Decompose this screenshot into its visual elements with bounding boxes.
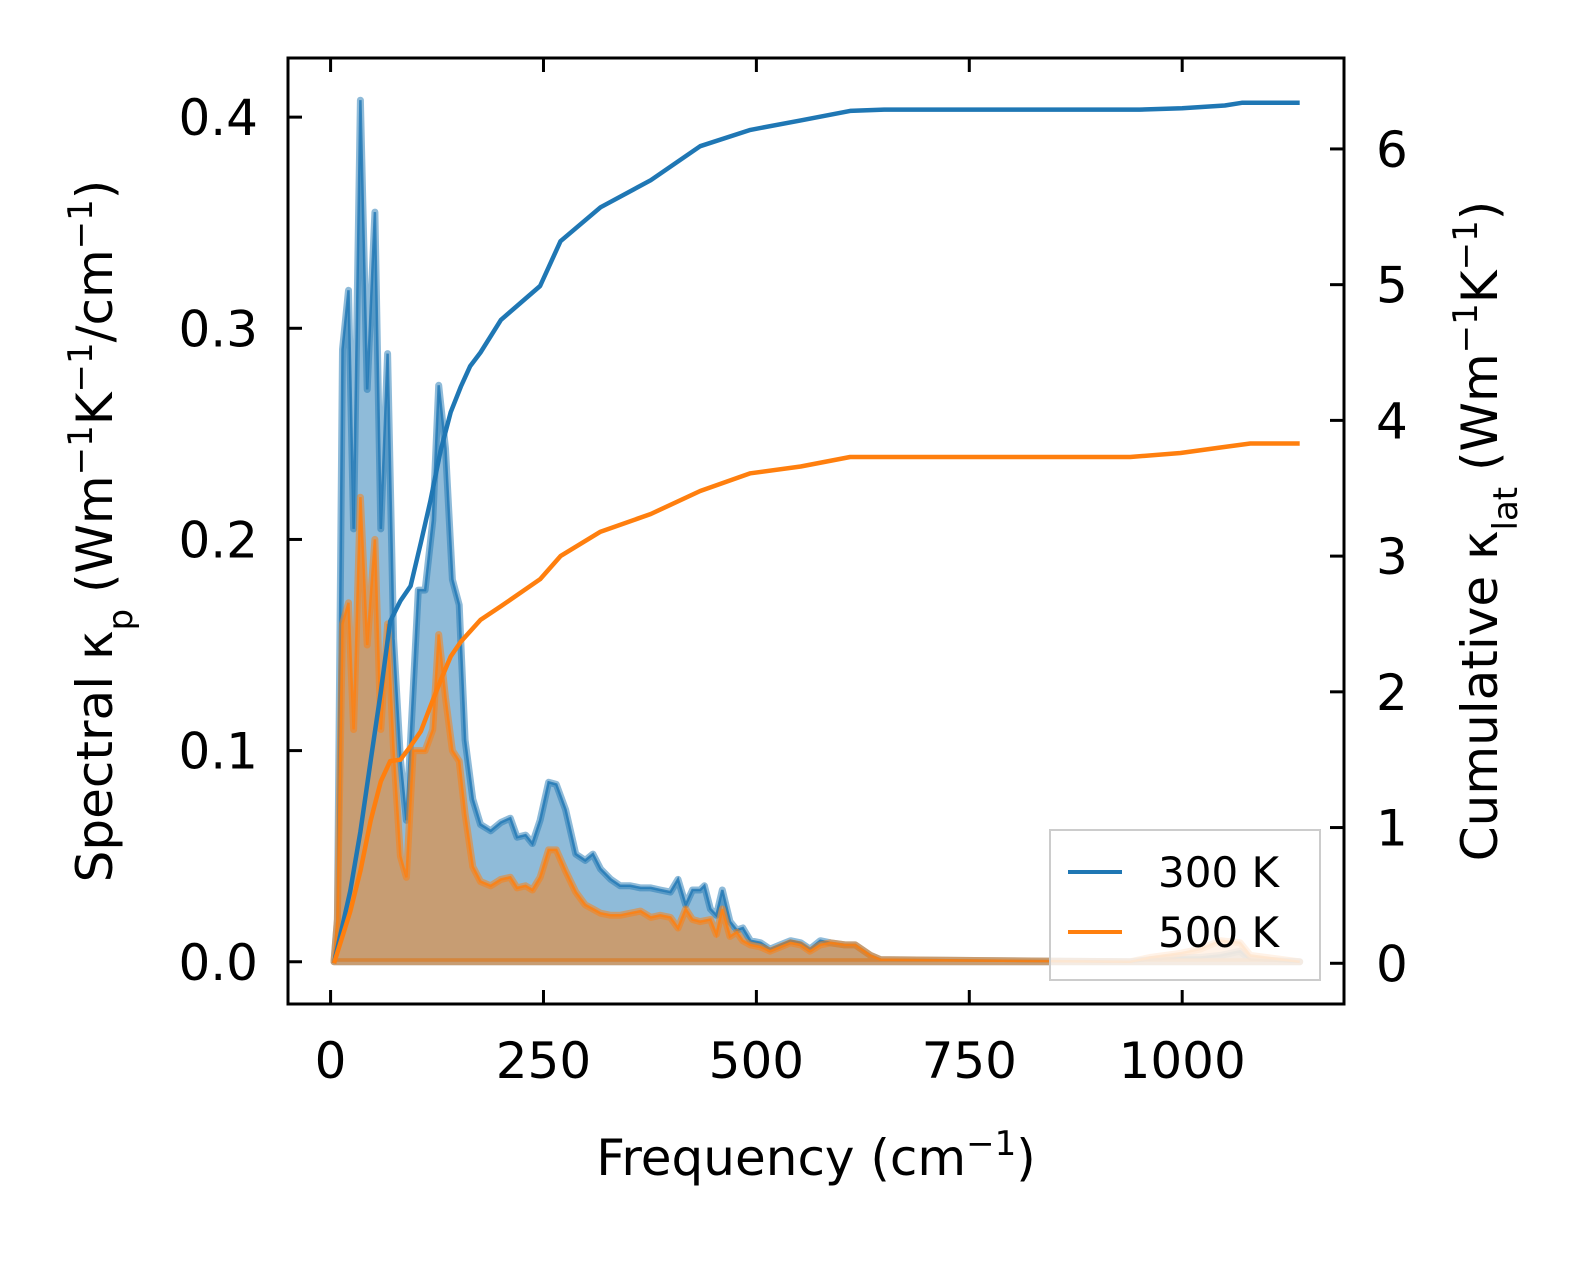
y-tick-label-right: 3 (1376, 528, 1408, 586)
label-segment: lat (1486, 487, 1526, 531)
x-axis-label: Frequency (cm−1) (596, 1124, 1036, 1187)
label-segment: −1 (1446, 220, 1486, 270)
label-segment: ) (66, 180, 124, 200)
x-tick-label: 250 (496, 1032, 591, 1090)
y-tick-label-left: 0.4 (178, 89, 258, 147)
x-tick-label: 0 (315, 1032, 347, 1090)
label-segment: /cm (66, 249, 124, 342)
label-segment: ) (1016, 1129, 1036, 1187)
label-segment: (Wm (1451, 353, 1509, 487)
label-segment: (Wm (66, 475, 124, 609)
y-tick-label-left: 0.0 (178, 934, 258, 992)
x-tick-label: 500 (709, 1032, 804, 1090)
y-tick-label-left: 0.3 (178, 300, 258, 358)
label-segment: p (101, 609, 141, 631)
label-segment: Frequency (cm (596, 1129, 966, 1187)
y-tick-label-right: 4 (1376, 392, 1408, 450)
plot-frame (286, 56, 1346, 1006)
y-tick-label-right: 1 (1376, 800, 1408, 858)
y-tick-label-right: 5 (1376, 257, 1408, 315)
label-segment: −1 (1446, 303, 1486, 353)
spectral-fills (330, 96, 1304, 966)
y-tick-label-right: 6 (1376, 121, 1408, 179)
y-axis-label-left: Spectral κp (Wm−1K−1/cm−1) (61, 180, 141, 883)
legend-label-300k: 300 K (1158, 848, 1281, 897)
y-tick-label-right: 0 (1376, 935, 1408, 993)
axis-ticks: 0 250 500 750 1000 0.0 0.1 0.2 0.3 0.4 0 1 2 3 4 5 6 (178, 58, 1408, 1090)
x-tick-label: 750 (922, 1032, 1017, 1090)
cumulative-line-500k (331, 441, 1300, 964)
y-tick-label-right: 2 (1376, 664, 1408, 722)
label-segment: −1 (61, 342, 101, 392)
label-segment: Spectral κ (66, 631, 124, 883)
label-segment: Cumulative κ (1451, 530, 1509, 861)
y-tick-label-left: 0.1 (178, 723, 258, 781)
label-segment: K (1451, 269, 1509, 303)
label-segment: K (66, 391, 124, 425)
cumulative-lines (331, 100, 1300, 964)
cumulative-line-300k (331, 100, 1300, 964)
x-tick-label: 1000 (1119, 1032, 1246, 1090)
label-segment: −1 (966, 1124, 1016, 1164)
label-segment: −1 (61, 425, 101, 475)
legend-box (1049, 829, 1321, 981)
label-segment: −1 (61, 199, 101, 249)
spectral-edge-500k (332, 497, 1300, 964)
legend-label-500k: 500 K (1158, 908, 1281, 957)
y-tick-label-left: 0.2 (178, 511, 258, 569)
y-axis-label-right: Cumulative κlat (Wm−1K−1) (1446, 201, 1526, 861)
legend: 300 K 500 K (1049, 829, 1321, 981)
label-segment: ) (1451, 201, 1509, 221)
